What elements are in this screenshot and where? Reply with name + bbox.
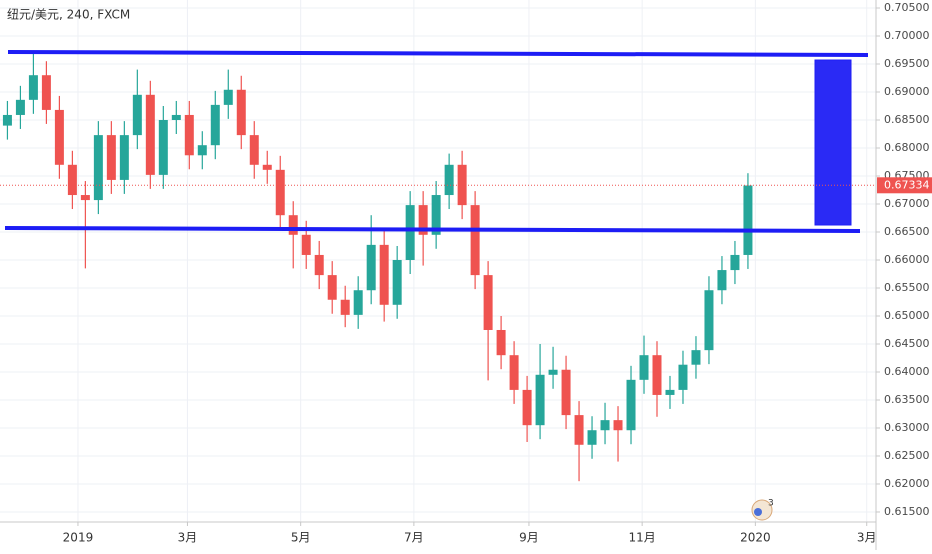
candle-body <box>210 104 220 146</box>
candle-body <box>327 275 337 300</box>
candle-body <box>626 379 636 431</box>
candle-body <box>301 234 311 255</box>
candle-body <box>249 135 259 165</box>
candle-body <box>54 109 64 165</box>
x-tick-label: 2019 <box>63 531 94 545</box>
candle-body <box>80 195 90 201</box>
candle-body <box>93 135 103 201</box>
candle-body <box>418 205 428 235</box>
x-tick-label: 11月 <box>629 531 656 545</box>
candle-body <box>340 299 350 315</box>
x-tick-label: 5月 <box>291 531 311 545</box>
candle-body <box>600 420 610 431</box>
candle-body <box>613 420 623 431</box>
support-line <box>4 226 861 233</box>
candle-body <box>405 205 415 260</box>
y-tick-label: 0.66500 <box>884 225 930 238</box>
y-tick-label: 0.62000 <box>884 477 930 490</box>
candle-body <box>522 389 532 426</box>
y-tick-label: 0.70000 <box>884 29 930 42</box>
candle-body <box>509 355 519 390</box>
candle-body <box>678 364 688 390</box>
candle-body <box>106 135 116 180</box>
candle-body <box>639 355 649 380</box>
x-tick-label: 7月 <box>404 531 424 545</box>
candle-body <box>262 164 272 170</box>
y-tick-label: 0.65500 <box>884 281 930 294</box>
candle-body <box>665 389 675 395</box>
range-box <box>814 59 852 226</box>
y-tick-label: 0.68000 <box>884 141 930 154</box>
y-tick-label: 0.64000 <box>884 365 930 378</box>
candle-body <box>652 355 662 395</box>
candle-body <box>288 215 298 235</box>
x-tick-label: 2020 <box>740 531 771 545</box>
candle-body <box>171 114 181 121</box>
candle-body <box>275 169 285 216</box>
grid <box>0 0 876 522</box>
candle-body <box>392 259 402 305</box>
y-tick-label: 0.69500 <box>884 57 930 70</box>
candle-body <box>314 254 324 276</box>
x-tick-label: 3月 <box>857 531 877 545</box>
candle-body <box>730 254 740 271</box>
y-tick-label: 0.62500 <box>884 449 930 462</box>
candle-body <box>2 114 12 126</box>
x-tick-label: 3月 <box>178 531 198 545</box>
candle-body <box>535 374 545 426</box>
candle-body <box>691 350 701 365</box>
chart-title: 纽元/美元, 240, FXCM <box>7 8 130 22</box>
y-tick-label: 0.67000 <box>884 197 930 210</box>
y-tick-label: 0.61500 <box>884 505 930 518</box>
candle-body <box>548 369 558 375</box>
candle-body <box>67 164 77 196</box>
y-tick-label: 0.70500 <box>884 1 930 14</box>
candle-body <box>431 195 441 235</box>
y-tick-label: 0.69000 <box>884 85 930 98</box>
candle-body <box>574 415 584 445</box>
candle-body <box>15 99 25 115</box>
x-tick-label: 9月 <box>519 531 539 545</box>
candle-body <box>743 185 753 255</box>
candle-body <box>379 244 389 305</box>
last-price-box <box>877 177 932 194</box>
y-tick-label: 0.63000 <box>884 421 930 434</box>
resistance-line <box>7 50 869 57</box>
candle-body <box>236 89 246 136</box>
candle-body <box>496 329 506 356</box>
y-tick-label: 0.64500 <box>884 337 930 350</box>
badge-dot <box>754 508 762 516</box>
y-tick-label: 0.68500 <box>884 113 930 126</box>
candle-body <box>717 270 727 291</box>
candles <box>2 52 753 482</box>
candle-body <box>470 205 480 276</box>
candle-body <box>353 290 363 315</box>
candle-body <box>119 135 129 180</box>
candle-body <box>366 244 376 291</box>
candle-body <box>444 164 454 196</box>
candle-body <box>587 430 597 445</box>
candle-body <box>158 120 168 175</box>
candle-body <box>704 290 714 351</box>
y-tick-label: 0.65000 <box>884 309 930 322</box>
candle-body <box>184 114 194 156</box>
candle-body <box>28 75 38 100</box>
candle-body <box>483 275 493 330</box>
candle-body <box>223 89 233 105</box>
y-tick-label: 0.66000 <box>884 253 930 266</box>
candle-body <box>197 145 207 156</box>
candle-body <box>41 75 51 110</box>
badge-count: 3 <box>768 499 774 509</box>
last-price-label: 0.67334 <box>884 178 930 191</box>
candle-body <box>145 94 155 175</box>
candle-body <box>132 94 142 136</box>
candle-body <box>561 369 571 416</box>
y-tick-label: 0.63500 <box>884 393 930 406</box>
